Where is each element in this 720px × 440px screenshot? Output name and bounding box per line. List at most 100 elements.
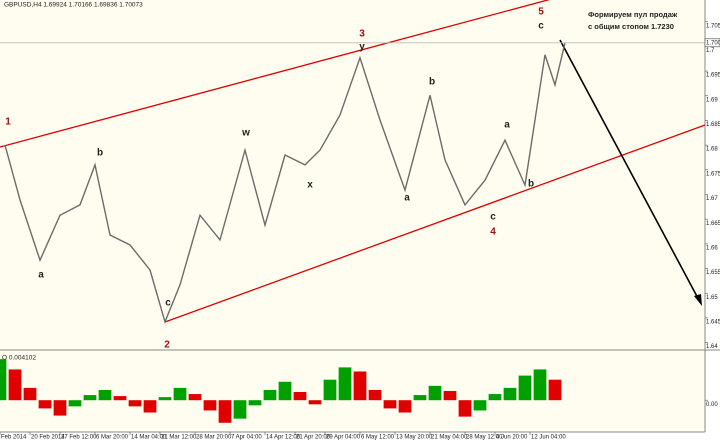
wave-label: c: [538, 21, 544, 32]
wave-label: b: [429, 77, 435, 88]
symbol-title: GBPUSD,H4 1.69924 1.70166 1.69836 1.7007…: [4, 2, 143, 9]
y-tick-label: 1.685: [706, 122, 720, 128]
x-tick-label: 21 Mar 12:00: [161, 435, 197, 440]
channel-upper: [0, 0, 551, 148]
oscillator-bar: [308, 400, 322, 405]
channel-lower: [164, 124, 706, 323]
y-tick-label: 1.705: [706, 23, 720, 29]
oscillator-bar: [203, 400, 217, 411]
x-tick-label: 28 May 12:00: [466, 435, 503, 440]
last-price-label: 1.70073: [706, 40, 720, 46]
wave-label: 4: [490, 227, 496, 238]
x-tick-label: 13 May 20:00: [396, 435, 433, 440]
oscillator-bar: [428, 385, 442, 401]
y-tick-label: 1.645: [706, 319, 720, 325]
wave-label: y: [359, 42, 365, 53]
oscillator-bar: [98, 389, 112, 401]
x-tick-label: 29 Apr 04:00: [326, 435, 361, 440]
oscillator-bar: [158, 397, 172, 401]
oscillator-bar: [338, 367, 352, 401]
y-tick-label: 1.695: [706, 73, 720, 79]
oscillator-bar: [188, 394, 202, 401]
x-tick-label: 14 Mar 04:00: [131, 435, 167, 440]
forecast-arrow: [559, 39, 701, 303]
oscillator-bar: [8, 369, 22, 401]
oscillator-bar: [413, 395, 427, 401]
oscillator-bar: [323, 379, 337, 401]
x-tick-label: 12 Jun 04:00: [531, 435, 566, 440]
last-price-box: [704, 38, 720, 48]
oscillator-bar: [113, 396, 127, 401]
oscillator-bar: [488, 394, 502, 401]
wave-label: a: [404, 193, 410, 204]
oscillator-bar: [353, 371, 367, 401]
x-tick-label: 4 Jun 20:00: [496, 435, 528, 440]
price-axis: [705, 0, 720, 440]
oscillator-bar: [128, 400, 142, 407]
y-tick-label: 1.67: [706, 196, 718, 202]
oscillator-bar: [368, 389, 382, 401]
y-tick-label: 1.7: [706, 48, 715, 54]
plot-background: [0, 0, 705, 432]
oscillator-bar: [278, 381, 292, 401]
wave-label: 1: [5, 117, 11, 128]
oscillator-title: O 0.004102: [2, 355, 36, 362]
oscillator-bar: [143, 400, 157, 413]
oscillator-bar: [233, 400, 247, 419]
oscillator-bar: [23, 387, 37, 401]
y-tick-label: 1.665: [706, 221, 720, 227]
y-tick-label: 1.64: [706, 344, 718, 350]
oscillator-bar: [443, 390, 457, 401]
oscillator-bar: [248, 400, 262, 406]
x-tick-label: 28 Mar 20:00: [196, 435, 232, 440]
y-tick-label: 1.69: [706, 97, 718, 103]
x-tick-label: 14 Apr 12:00: [266, 435, 301, 440]
wave-label: x: [307, 180, 313, 191]
oscillator-bar: [503, 387, 517, 401]
oscillator-bar: [53, 400, 67, 416]
x-tick-label: 21 May 04:00: [431, 435, 468, 440]
x-tick-label: 6 Mar 20:00: [96, 435, 129, 440]
wave-label: a: [38, 270, 44, 281]
y-tick-label: 1.65: [706, 295, 718, 301]
wave-label: b: [97, 148, 103, 159]
oscillator-bar: [383, 400, 397, 409]
x-tick-label: 27 Feb 12:00: [61, 435, 97, 440]
x-tick-label: 20 Feb 2014: [31, 435, 65, 440]
y-tick-label: 1.675: [706, 171, 720, 177]
oscillator-bar: [398, 400, 412, 413]
oscillator-bar: [263, 389, 277, 401]
oscillator-bar: [0, 359, 7, 401]
oscillator-bar: [458, 400, 472, 417]
oscillator-bar: [68, 400, 82, 407]
y-tick-label: 0.00: [706, 402, 718, 408]
price-line: [4, 42, 566, 325]
oscillator-bar: [473, 400, 487, 411]
annotation: с общим стопом 1.7230: [588, 22, 674, 31]
oscillator-bar: [218, 400, 232, 423]
wave-label: a: [504, 120, 510, 131]
wave-label: w: [241, 128, 250, 139]
annotation: Формируем пул продаж: [588, 10, 678, 19]
y-tick-label: 1.66: [706, 245, 718, 251]
wave-label: 3: [359, 29, 365, 40]
oscillator-bar: [533, 369, 547, 401]
y-tick-label: 1.68: [706, 147, 718, 153]
oscillator-bar: [83, 395, 97, 401]
oscillator-bar: [548, 379, 562, 401]
wave-label: c: [490, 212, 496, 223]
x-tick-label: 21 Apr 20:00: [296, 435, 331, 440]
wave-label: 2: [164, 340, 170, 351]
arrow-head: [694, 294, 702, 306]
x-tick-label: Feb 2014: [1, 435, 27, 440]
oscillator-bar: [293, 392, 307, 401]
oscillator-bar: [38, 400, 52, 409]
wave-label: b: [528, 179, 534, 190]
x-tick-label: 7 Apr 04:00: [231, 435, 262, 440]
oscillator-bar: [518, 375, 532, 401]
wave-label: 5: [538, 7, 544, 18]
y-tick-label: 1.655: [706, 270, 720, 276]
oscillator-bar: [173, 387, 187, 401]
wave-label: c: [165, 298, 171, 309]
